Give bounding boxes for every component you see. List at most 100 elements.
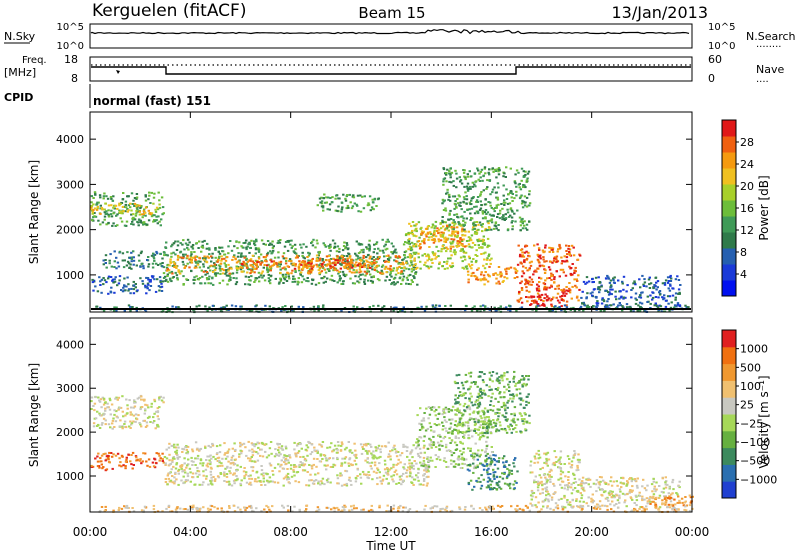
colorbar-tick-label: −100 — [740, 436, 770, 449]
velocity-panel-frame — [89, 317, 693, 513]
colorbar-swatch — [722, 136, 736, 153]
colorbar-tick-label: −1000 — [740, 473, 777, 486]
noise-right-tick-top: 10^5 — [708, 22, 735, 33]
y-tick-label: 1000 — [56, 470, 84, 483]
colorbar-tick-label: 12 — [740, 224, 754, 237]
y-tick-label: 4000 — [56, 133, 84, 146]
cpid-mode: normal (fast) 151 — [93, 94, 211, 108]
colorbar-swatch — [722, 363, 736, 381]
power-y-axis-label: Slant Range [km] — [27, 160, 41, 264]
noise-left-tick-top: 10^5 — [57, 22, 84, 33]
colorbar-tick-label: 24 — [740, 158, 754, 171]
nave-right-label: Nave — [756, 63, 784, 76]
velocity-echo-region — [645, 494, 694, 511]
noise-sky-trace — [90, 29, 690, 35]
colorbar-swatch — [722, 430, 736, 449]
velocity-colorbar: 1000 500 100 25 −25 −100 −500 −1000 — [721, 329, 777, 499]
noise-right-dots: ........ — [756, 39, 781, 50]
noise-panel-frame — [89, 23, 693, 49]
colorbar-swatch — [722, 168, 736, 185]
velocity-heatmap-data — [90, 370, 694, 514]
colorbar-swatch — [722, 346, 736, 365]
colorbar-swatch — [722, 216, 736, 233]
x-tick-label: 20:00 — [574, 525, 609, 539]
colorbar-swatch — [722, 120, 736, 137]
freq-left-tick-top: 18 — [64, 53, 78, 66]
colorbar-tick-label: 20 — [740, 180, 754, 193]
beam-title: Beam 15 — [358, 4, 425, 22]
power-y-axis: 4000 3000 2000 1000 — [56, 133, 692, 282]
power-echo-region — [516, 243, 582, 304]
freq-left-label-1: Freq. — [22, 55, 47, 66]
velocity-panel: 4000 3000 2000 1000 Slant Range [km] 00:00 0… — [27, 112, 709, 553]
colorbar-swatch — [722, 330, 736, 348]
colorbar-swatch — [722, 248, 736, 265]
velocity-echo-region — [466, 454, 519, 491]
colorbar-swatch — [722, 184, 736, 201]
velocity-echo-region — [163, 440, 431, 487]
noise-right-label: N.Search — [746, 30, 796, 43]
freq-right-tick-bottom: 0 — [708, 72, 715, 85]
noise-right-tick-bottom: 10^0 — [708, 41, 735, 52]
x-tick-label: 04:00 — [173, 525, 208, 539]
velocity-echo-region — [453, 370, 531, 435]
station-title: Kerguelen (fitACF) — [92, 1, 246, 21]
colorbar-tick-label: 4 — [740, 268, 747, 281]
power-echo-region — [102, 250, 164, 270]
x-tick-label: 08:00 — [273, 525, 308, 539]
power-panel-frame — [89, 111, 693, 313]
colorbar-tick-label: 28 — [740, 136, 754, 149]
colorbar-swatch — [722, 447, 736, 465]
colorbar-swatch — [722, 280, 736, 297]
velocity-colorbar-label: Velocity [m s⁻¹] — [757, 375, 771, 468]
frequency-trace — [91, 66, 691, 75]
velocity-echo-region — [90, 451, 165, 472]
velocity-y-axis-label: Slant Range [km] — [27, 363, 41, 467]
power-echo-region — [417, 225, 467, 250]
power-colorbar-label: Power [dB] — [757, 175, 771, 240]
colorbar-swatch — [722, 200, 736, 217]
freq-left-tick-bottom: 8 — [71, 72, 78, 85]
power-echo-region — [316, 193, 380, 213]
colorbar-tick-label: −500 — [740, 455, 770, 468]
date-title: 13/Jan/2013 — [611, 3, 708, 22]
colorbar-swatch — [722, 380, 736, 398]
power-panel: 4000 3000 2000 1000 Slant Range [km] — [27, 111, 693, 314]
x-tick-label: 00:00 — [73, 525, 108, 539]
freq-panel-frame — [89, 56, 693, 82]
cpid-label: CPID — [4, 91, 33, 104]
colorbar-swatch — [722, 414, 736, 432]
velocity-echo-region — [529, 449, 582, 509]
power-echo-region — [441, 166, 532, 232]
colorbar-tick-label: 1000 — [740, 343, 768, 356]
colorbar-tick-label: 8 — [740, 246, 747, 259]
power-echo-region — [90, 202, 161, 216]
y-tick-label: 4000 — [56, 338, 84, 351]
power-echo-region — [90, 191, 165, 227]
noise-left-label: N.Sky — [4, 30, 36, 43]
y-tick-label: 3000 — [56, 382, 84, 395]
power-echo-region — [580, 274, 682, 309]
x-tick-label: 16:00 — [474, 525, 509, 539]
nave-right-dots: .... — [756, 74, 769, 85]
freq-left-label-2: [MHz] — [4, 66, 36, 79]
y-tick-label: 2000 — [56, 224, 84, 237]
noise-left-tick-bottom: 10^0 — [57, 41, 84, 52]
power-echo-region — [466, 265, 519, 286]
freq-glitch-mark — [116, 70, 120, 74]
colorbar-tick-label: −25 — [740, 417, 763, 430]
power-colorbar: 28 24 20 16 12 8 4 — [721, 119, 754, 297]
colorbar-tick-label: 500 — [740, 361, 761, 374]
power-echo-region — [240, 259, 378, 270]
x-tick-label: 00:00 — [675, 525, 710, 539]
y-tick-label: 3000 — [56, 178, 84, 191]
colorbar-tick-label: 25 — [740, 399, 754, 412]
velocity-echo-region — [90, 394, 165, 430]
colorbar-swatch — [722, 264, 736, 281]
power-echo-region — [162, 238, 419, 286]
time-x-axis-label: Time UT — [365, 539, 416, 553]
colorbar-swatch — [722, 232, 736, 249]
velocity-y-axis: 4000 3000 2000 1000 — [56, 338, 692, 483]
colorbar-tick-label: 100 — [740, 380, 761, 393]
